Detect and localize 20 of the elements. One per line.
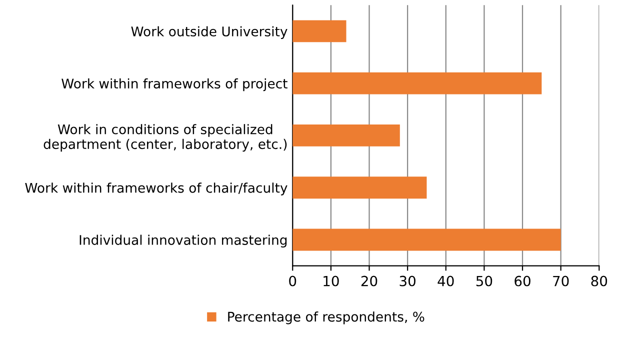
bar [292, 228, 561, 251]
x-tick-label: 10 [324, 276, 339, 286]
x-tick-label: 80 [591, 276, 608, 286]
bar [292, 176, 427, 199]
x-tick-label: 0 [289, 276, 296, 286]
y-tick-label: Individual innovation mastering [80, 234, 287, 248]
y-tick-label: Work outside University [131, 26, 288, 39]
bar [292, 124, 400, 146]
x-tick-label: 40 [438, 276, 454, 286]
y-tick-label: Work within frameworks of project [62, 78, 288, 92]
x-tick-label: 70 [553, 276, 569, 286]
x-tick-label: 50 [476, 276, 492, 286]
x-tick-label: 60 [514, 276, 530, 286]
y-tick-label: Work within frameworks of chair/faculty [25, 182, 288, 196]
legend-label: Percentage of respondents, % [228, 311, 424, 324]
x-tick-label: 30 [400, 276, 416, 286]
y-tick-label: Work in conditions of specialized department (center, laboratory, etc.) [44, 124, 287, 152]
x-tick-label: 20 [361, 276, 378, 286]
bar [292, 20, 346, 42]
bar [292, 72, 542, 94]
